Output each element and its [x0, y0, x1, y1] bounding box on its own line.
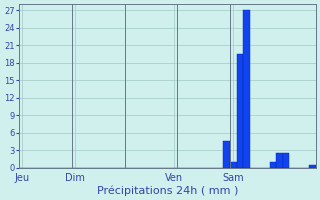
Bar: [276, 153, 283, 168]
Bar: [283, 153, 290, 168]
Bar: [237, 54, 243, 168]
Bar: [230, 162, 237, 168]
Bar: [223, 141, 230, 168]
Bar: [243, 10, 250, 168]
Bar: [270, 162, 276, 168]
Bar: [309, 165, 316, 168]
X-axis label: Précipitations 24h ( mm ): Précipitations 24h ( mm ): [97, 185, 238, 196]
